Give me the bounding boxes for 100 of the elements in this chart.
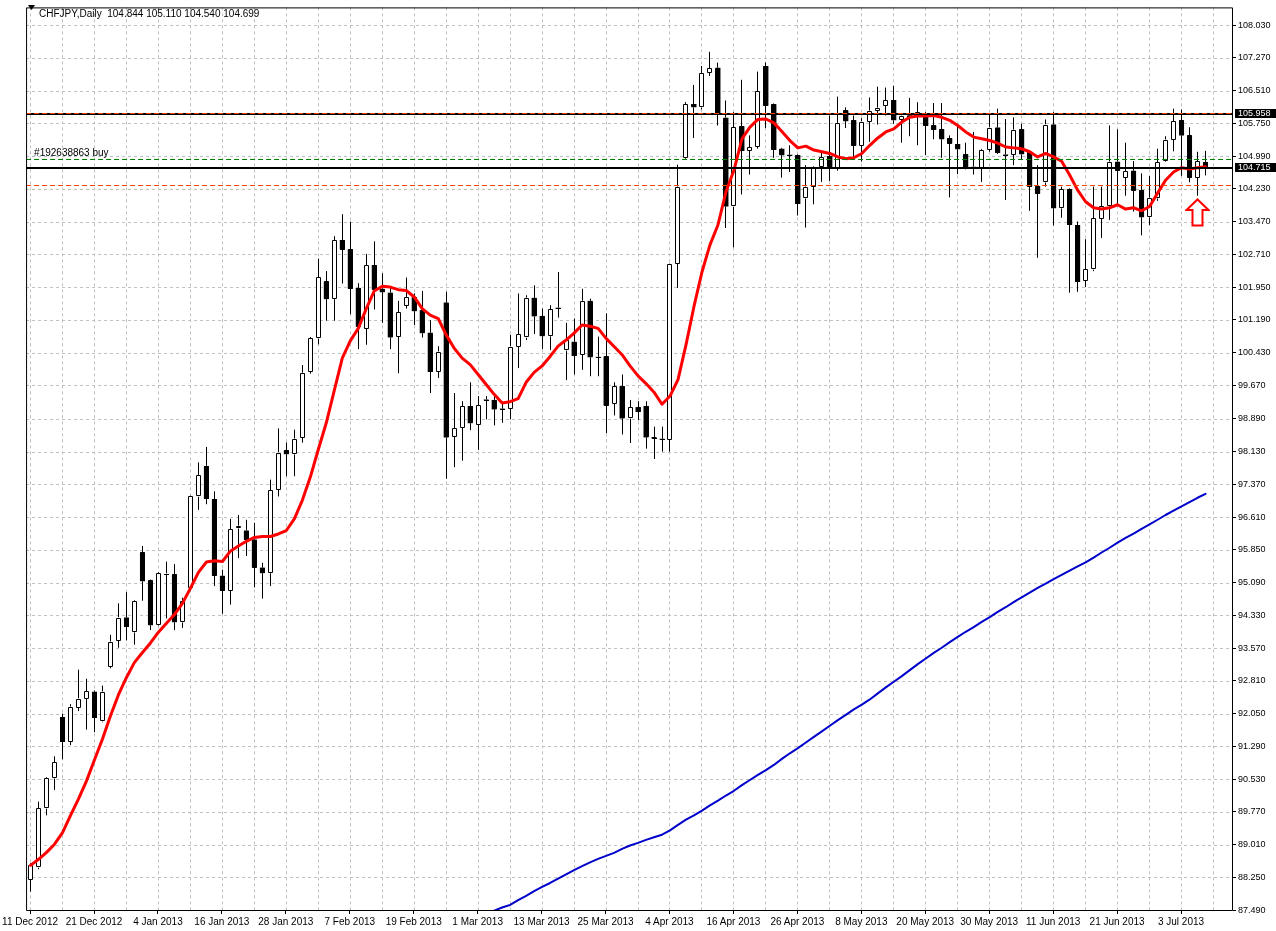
candlestick	[667, 263, 673, 453]
y-tick-label: 104.230	[1238, 183, 1271, 194]
candlestick	[315, 258, 321, 345]
y-tick-label: 108.030	[1238, 19, 1271, 30]
y-tick-label: 101.950	[1238, 281, 1271, 292]
x-tick-label: 16 Jan 2013	[194, 915, 250, 927]
candlestick	[443, 291, 449, 480]
candlestick	[635, 400, 641, 421]
candlestick	[547, 304, 553, 351]
candlestick	[235, 514, 241, 559]
candlestick	[475, 395, 481, 451]
x-tick-label: 11 Jun 2013	[1026, 915, 1081, 927]
candlestick	[115, 602, 121, 649]
candlestick	[419, 290, 425, 338]
candlestick	[531, 284, 537, 335]
candlestick	[291, 429, 297, 477]
candlestick	[467, 381, 473, 431]
candlestick	[587, 298, 593, 377]
candlestick	[68, 703, 74, 746]
candlestick	[211, 490, 217, 587]
x-tick-label: 25 Mar 2013	[577, 915, 635, 927]
x-tick-label: 21 Dec 2012	[65, 915, 123, 927]
candlestick	[427, 319, 433, 394]
y-tick-label: 98.130	[1238, 446, 1266, 457]
candlestick	[571, 318, 577, 376]
candlestick	[267, 479, 273, 587]
y-tick-label: 107.270	[1238, 52, 1271, 63]
candlestick	[612, 381, 617, 416]
candlestick	[60, 713, 66, 760]
y-tick-label: 97.370	[1238, 478, 1266, 489]
y-tick-label: 94.330	[1238, 609, 1266, 620]
y-tick-label: 88.250	[1238, 871, 1266, 882]
y-tick-label: 93.570	[1238, 642, 1266, 653]
candlestick	[219, 569, 225, 615]
candlestick	[539, 308, 545, 350]
candlestick	[627, 399, 633, 444]
candlestick	[1083, 238, 1089, 288]
x-tick-label: 8 May 2013	[835, 915, 888, 927]
y-tick-label: 99.670	[1238, 379, 1266, 390]
x-tick-label: 26 Apr 2013	[770, 915, 825, 927]
candlestick	[123, 591, 129, 641]
chart-title: CHFJPY,Daily 104.844 105.110 104.540 104.699	[39, 8, 260, 20]
candlestick	[299, 364, 305, 444]
candlestick	[1011, 116, 1017, 166]
candlestick	[347, 221, 353, 315]
y-tick-label: 104.990	[1238, 150, 1271, 161]
candlestick	[516, 293, 521, 369]
y-tick-label: 106.510	[1238, 85, 1271, 96]
x-tick-label: 19 Feb 2013	[385, 915, 443, 927]
candlestick	[1067, 189, 1073, 294]
x-tick-label: 11 Dec 2012	[2, 915, 59, 927]
candlestick	[171, 563, 177, 631]
candlestick	[707, 51, 712, 77]
x-tick-label: 4 Apr 2013	[645, 915, 695, 927]
y-tick-label: 103.470	[1238, 216, 1271, 227]
y-tick-label: 96.610	[1238, 511, 1266, 522]
candlestick	[355, 282, 361, 350]
candlestick	[371, 240, 377, 310]
candlestick	[259, 562, 265, 600]
candlestick	[1091, 186, 1097, 272]
candlestick	[395, 300, 401, 374]
x-tick-label: 1 Mar 2013	[452, 915, 504, 927]
y-tick-label: 100.430	[1238, 347, 1271, 358]
candlestick	[507, 334, 513, 420]
candlestick	[44, 778, 50, 816]
y-tick-label: 92.810	[1238, 675, 1266, 686]
candlestick	[579, 288, 585, 371]
y-tick-label: 105.750	[1238, 117, 1271, 128]
candlestick	[108, 634, 113, 668]
ref-line-label: 104.715	[1238, 161, 1271, 172]
candlestick	[459, 400, 465, 462]
x-tick-label: 20 May 2013	[896, 915, 955, 927]
candlestick	[603, 312, 609, 434]
candlestick	[699, 65, 705, 111]
candlestick	[523, 294, 529, 341]
candlestick	[100, 685, 105, 722]
y-tick-label: 89.010	[1238, 839, 1266, 850]
candlestick	[331, 235, 337, 322]
candlestick	[1139, 172, 1145, 236]
candlestick	[323, 270, 329, 322]
candlestick	[451, 392, 457, 468]
y-tick-label: 91.290	[1238, 740, 1266, 751]
x-tick-label: 13 Mar 2013	[513, 915, 571, 927]
candlestick	[195, 461, 201, 511]
y-tick-label: 98.890	[1238, 413, 1266, 424]
y-tick-label: 87.490	[1238, 904, 1266, 915]
candlestick	[131, 601, 137, 646]
x-tick-label: 21 Jun 2013	[1089, 915, 1146, 927]
x-tick-label: 30 May 2013	[960, 915, 1019, 927]
y-tick-label: 95.090	[1238, 577, 1266, 588]
candlestick	[643, 400, 649, 450]
candlestick	[203, 446, 209, 505]
candlestick	[435, 345, 441, 379]
candlestick	[52, 755, 58, 791]
candlestick	[339, 213, 345, 285]
candlestick	[155, 573, 161, 626]
candlestick	[307, 338, 313, 375]
candlestick	[1075, 221, 1081, 293]
candlestick	[84, 678, 89, 731]
candlestick	[363, 253, 369, 346]
